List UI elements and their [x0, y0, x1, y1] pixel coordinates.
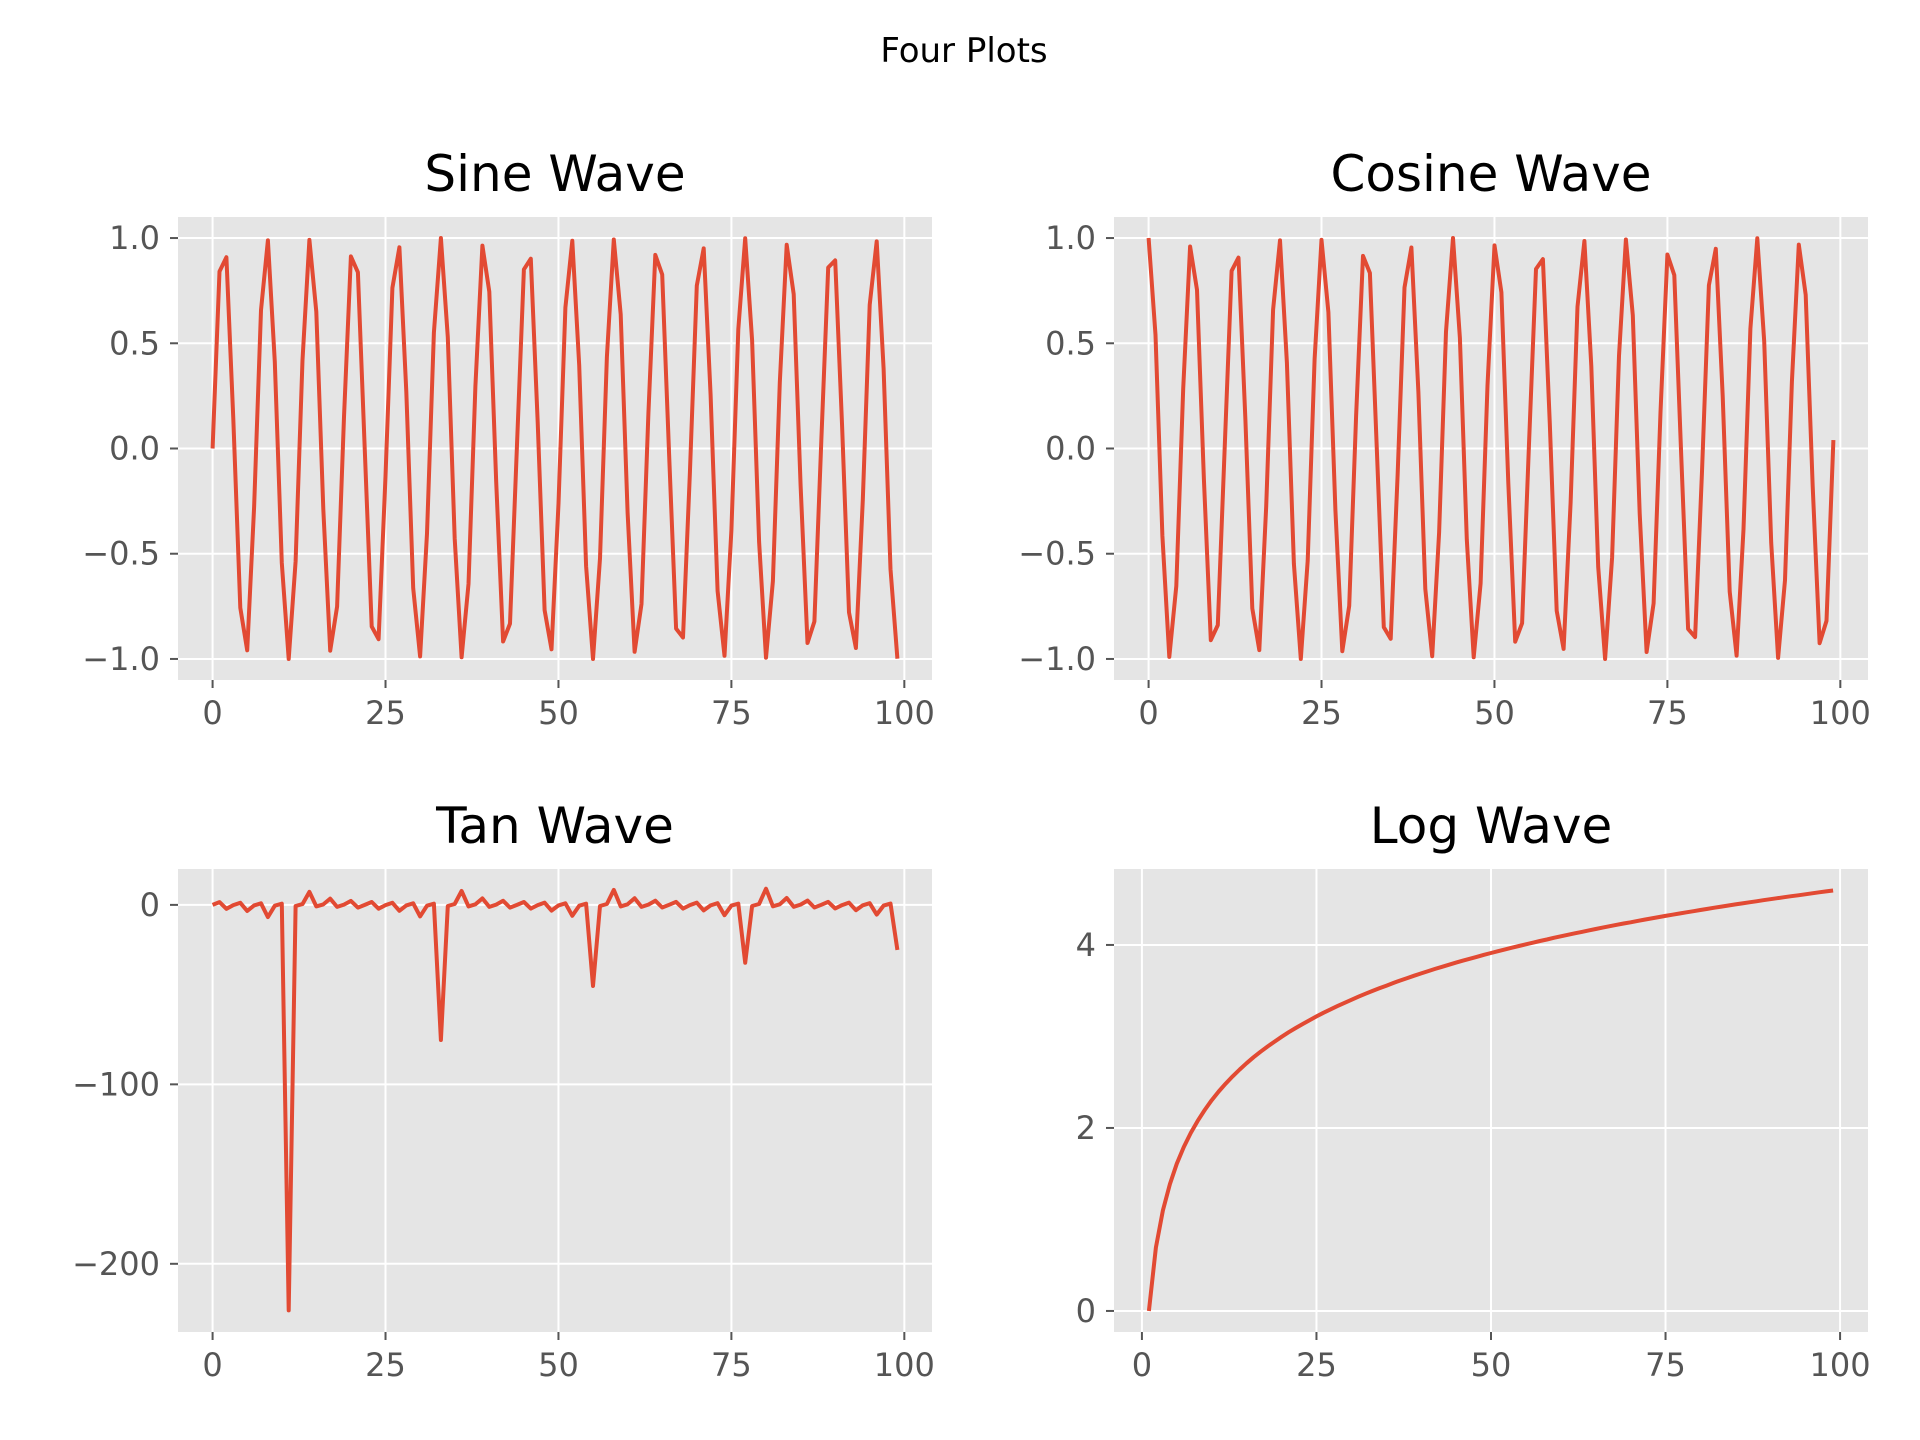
log-x-tick-label: 50 [1471, 1346, 1512, 1384]
sine-x-tick-label: 100 [874, 694, 935, 732]
cosine-series-line [1146, 236, 1836, 661]
cosine-y-tick-label: 0.5 [1045, 324, 1096, 362]
tan-plot-area [178, 869, 932, 1332]
tan-x-tick-label: 100 [874, 1346, 935, 1384]
sine-title: Sine Wave [424, 145, 685, 203]
tan-y-tick-label: −200 [72, 1245, 160, 1283]
cosine-y-tick-label: −1.0 [1018, 640, 1096, 678]
tan-series-line [211, 886, 900, 1313]
sine-series-line [210, 236, 900, 661]
sine-chart: 0 25 50 75 100 1.0 0.5 0.0 −0.5 −1.0 Sine Wave [82, 145, 935, 732]
tan-chart: 0 25 50 75 100 0 −100 −200 Tan Wave [72, 797, 935, 1384]
tan-x-tick-label: 0 [202, 1346, 222, 1384]
log-x-tick-label: 0 [1132, 1346, 1152, 1384]
log-title: Log Wave [1370, 797, 1612, 855]
cosine-y-tick-label: 0.0 [1045, 430, 1096, 468]
log-y-tick-label: 2 [1076, 1109, 1096, 1147]
cosine-y-tick-label: −0.5 [1018, 535, 1096, 573]
log-x-tick-label: 100 [1810, 1346, 1871, 1384]
log-x-tick-label: 25 [1296, 1346, 1337, 1384]
sine-x-tick-label: 25 [365, 694, 406, 732]
cosine-y-tick-label: 1.0 [1045, 219, 1096, 257]
log-x-tick-label: 75 [1645, 1346, 1686, 1384]
cosine-x-tick-label: 50 [1474, 694, 1515, 732]
cosine-title: Cosine Wave [1330, 145, 1651, 203]
sine-y-tick-label: −0.5 [82, 535, 160, 573]
tan-x-tick-label: 25 [365, 1346, 406, 1384]
sine-x-tick-label: 50 [538, 694, 579, 732]
figure-suptitle: Four Plots [880, 31, 1047, 71]
sine-x-tick-label: 0 [202, 694, 222, 732]
tan-y-tick-label: 0 [140, 886, 160, 924]
sine-y-tick-label: 0.0 [109, 430, 160, 468]
tan-title: Tan Wave [435, 797, 674, 855]
sine-x-tick-label: 75 [711, 694, 752, 732]
sine-y-tick-label: 1.0 [109, 219, 160, 257]
tan-x-tick-label: 75 [711, 1346, 752, 1384]
log-y-tick-label: 0 [1076, 1292, 1096, 1330]
cosine-x-tick-label: 0 [1138, 694, 1158, 732]
cosine-x-tick-label: 100 [1810, 694, 1871, 732]
sine-y-tick-label: 0.5 [109, 324, 160, 362]
sine-y-tick-label: −1.0 [82, 640, 160, 678]
cosine-x-tick-label: 25 [1301, 694, 1342, 732]
cosine-x-tick-label: 75 [1647, 694, 1688, 732]
cosine-chart: 0 25 50 75 100 1.0 0.5 0.0 −0.5 −1.0 Cosine Wave [1018, 145, 1871, 732]
log-chart: 0 25 50 75 100 4 2 0 Log Wave [1076, 797, 1871, 1384]
tan-x-tick-label: 50 [538, 1346, 579, 1384]
tan-y-tick-label: −100 [72, 1065, 160, 1103]
log-y-tick-label: 4 [1076, 926, 1096, 964]
log-series-line [1146, 888, 1834, 1312]
